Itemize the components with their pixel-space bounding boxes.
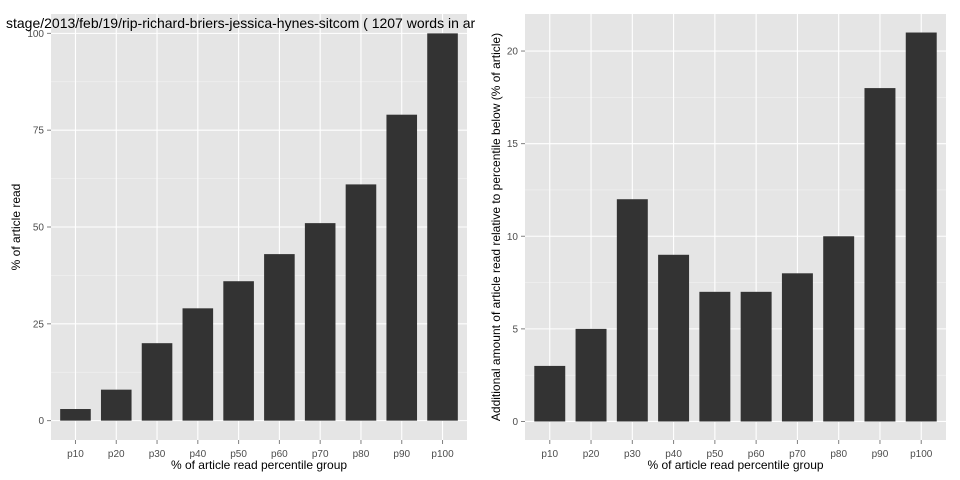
right-bar-p50 (699, 291, 731, 422)
right-y-tick-label: 5 (512, 324, 518, 335)
left-bar-p60 (264, 254, 295, 421)
left-y-tick-label: 25 (33, 319, 45, 330)
right-bar-p40 (658, 254, 690, 422)
left-x-tick-label: p10 (67, 449, 84, 460)
left-x-tick-label: p60 (271, 449, 288, 460)
right-bar-p30 (616, 199, 648, 422)
right-x-tick-label: p80 (830, 449, 847, 460)
left-bar-p90 (386, 114, 418, 421)
left-x-tick-label: p90 (393, 449, 410, 460)
left-x-tick-label: p30 (149, 449, 166, 460)
right-bar-p100 (905, 32, 937, 422)
right-x-tick-label: p30 (624, 449, 641, 460)
right-x-tick-label: p10 (541, 449, 558, 460)
left-x-tick-label: p50 (230, 449, 247, 460)
right-bar-p60 (740, 291, 772, 422)
right-bar-p70 (781, 273, 813, 422)
right-x-tick-label: p90 (872, 449, 889, 460)
chart-additional-read: 0 5 10 15 20 p10 p20 p30 p40 p50 p60 p70 p80 p90 p100%… (489, 14, 946, 472)
right-x-tick-label: p50 (707, 449, 724, 460)
right-y-axis-title: Additional amount of article read relati… (489, 33, 503, 421)
right-bar-p20 (575, 328, 607, 422)
right-bar-p90 (864, 88, 896, 422)
right-x-tick-label: p100 (910, 449, 933, 460)
left-x-tick-label: p80 (353, 449, 370, 460)
right-y-tick-label: 15 (507, 139, 519, 150)
left-y-tick-label: 100 (27, 29, 44, 40)
left-x-tick-label: p20 (108, 449, 125, 460)
left-y-tick-label: 75 (33, 126, 45, 137)
left-x-tick-label: p100 (431, 449, 454, 460)
left-x-tick-label: p70 (312, 449, 329, 460)
left-bar-p70 (304, 223, 336, 421)
right-y-tick-label: 20 (507, 47, 519, 58)
left-bar-p10 (60, 409, 91, 421)
right-bar-p80 (823, 236, 855, 422)
left-y-tick-label: 50 (33, 223, 45, 234)
left-x-tick-label: p40 (189, 449, 206, 460)
left-bar-p20 (100, 389, 132, 421)
right-x-tick-label: p40 (665, 449, 682, 460)
right-y-tick-label: 0 (512, 417, 518, 428)
chart-percent-read: 0 25 50 75 100 p10 p20 p30 p40 p50 p60 p70 p80 p90 p10… (6, 14, 476, 472)
left-y-axis-title: % of article read (9, 184, 23, 271)
left-bar-p100 (427, 33, 458, 421)
left-plot-title: stage/2013/feb/19/rip-richard-briers-jes… (6, 15, 476, 31)
left-x-axis-title: % of article read percentile group (171, 458, 347, 472)
right-x-axis-title: % of article read percentile group (647, 458, 823, 472)
right-x-tick-label: p20 (583, 449, 600, 460)
left-y-tick-label: 0 (38, 416, 44, 427)
right-x-tick-label: p60 (748, 449, 765, 460)
right-y-tick-label: 10 (507, 232, 519, 243)
left-bar-p40 (182, 308, 214, 421)
left-bar-p50 (223, 281, 254, 421)
right-x-tick-label: p70 (789, 449, 806, 460)
left-bar-p80 (345, 184, 377, 421)
right-bar-p10 (534, 365, 566, 422)
left-bar-p30 (141, 343, 173, 421)
